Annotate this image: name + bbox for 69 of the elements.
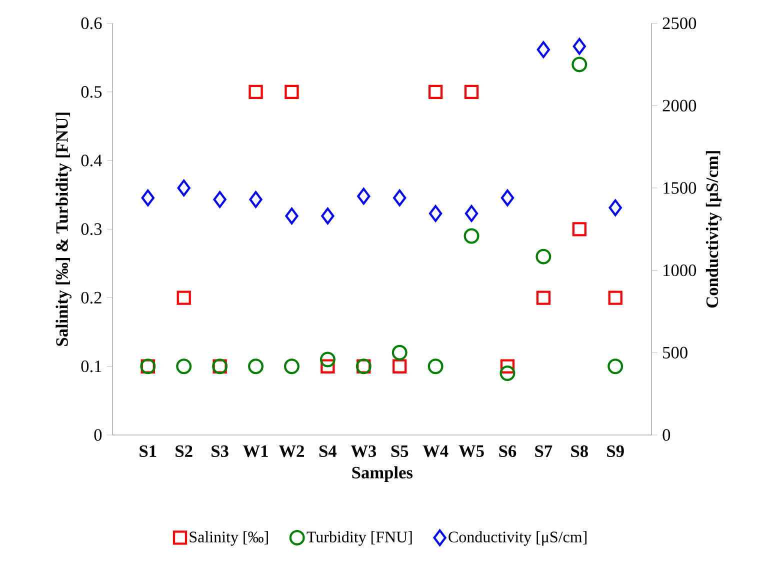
y-tick-label: 0.4: [81, 154, 102, 166]
point: [428, 84, 443, 99]
x-tick-label: W3: [350, 445, 376, 458]
x-tick-label: S8: [571, 445, 588, 458]
point: [357, 188, 370, 205]
y-tick-label: 0.5: [81, 86, 102, 98]
legend-label: Conductivity [μS/cm]: [448, 531, 586, 546]
point: [141, 189, 154, 206]
point: [608, 199, 622, 216]
x-tick-label: S9: [607, 445, 624, 458]
point: [177, 180, 190, 196]
y-tick-label: 0.2: [81, 292, 102, 304]
x-tick-label: W4: [422, 445, 448, 458]
legend-label: Turbidity [FNU]: [306, 531, 412, 546]
point: [392, 344, 408, 360]
point: [285, 208, 298, 224]
point: [392, 359, 407, 374]
point: [536, 248, 552, 264]
x-tick-label: W1: [243, 445, 268, 458]
point: [321, 208, 334, 224]
point: [572, 56, 588, 72]
point: [500, 359, 515, 374]
y-axis-title: Salinity [‰] & Turbidity [FNU]: [56, 112, 72, 346]
point: [500, 189, 514, 206]
point: [213, 191, 226, 208]
point: [284, 358, 300, 374]
point: [248, 84, 263, 99]
point: [608, 290, 622, 305]
x-tick-label: S1: [140, 445, 156, 458]
x-tick-label: S6: [499, 445, 516, 458]
legend-label: Salinity [‰]: [190, 531, 268, 546]
point: [464, 84, 479, 99]
x-axis-title: Samples: [352, 466, 413, 482]
x-tick-label: S4: [319, 445, 337, 458]
x-tick-label: S2: [176, 445, 192, 458]
x-tick-label: S7: [535, 445, 552, 458]
x-tick-label: W5: [458, 445, 484, 458]
point: [284, 84, 299, 99]
y-tick-label: 0.3: [81, 223, 102, 236]
x-tick-label: S5: [391, 445, 408, 458]
point: [572, 38, 586, 55]
point: [464, 228, 480, 244]
point: [320, 352, 336, 368]
x-tick-label: S3: [212, 445, 228, 458]
y-tick-label: 0.1: [81, 360, 102, 372]
y-tick-label: 0.6: [81, 17, 102, 30]
point: [176, 290, 191, 305]
point: [428, 358, 444, 374]
y2-tick-label: 2000: [662, 100, 696, 112]
y2-axis-title: Conductivity [μS/cm]: [706, 151, 722, 308]
point: [248, 358, 264, 374]
point: [249, 191, 262, 208]
point: [500, 365, 516, 381]
x-tick-label: W2: [278, 445, 304, 458]
point: [464, 205, 478, 222]
point: [429, 205, 442, 222]
y2-tick-label: 2500: [662, 17, 696, 30]
y2-tick-label: 1000: [664, 264, 696, 276]
point: [176, 358, 192, 374]
point: [608, 358, 624, 374]
point: [393, 189, 406, 206]
y2-tick-label: 1500: [664, 182, 696, 194]
point: [320, 359, 335, 374]
point: [572, 222, 586, 236]
point: [536, 41, 550, 58]
point: [536, 290, 551, 305]
y2-tick-label: 500: [663, 346, 688, 358]
y2-tick-label: 0: [662, 429, 670, 441]
y-tick-label: 0: [94, 429, 102, 441]
